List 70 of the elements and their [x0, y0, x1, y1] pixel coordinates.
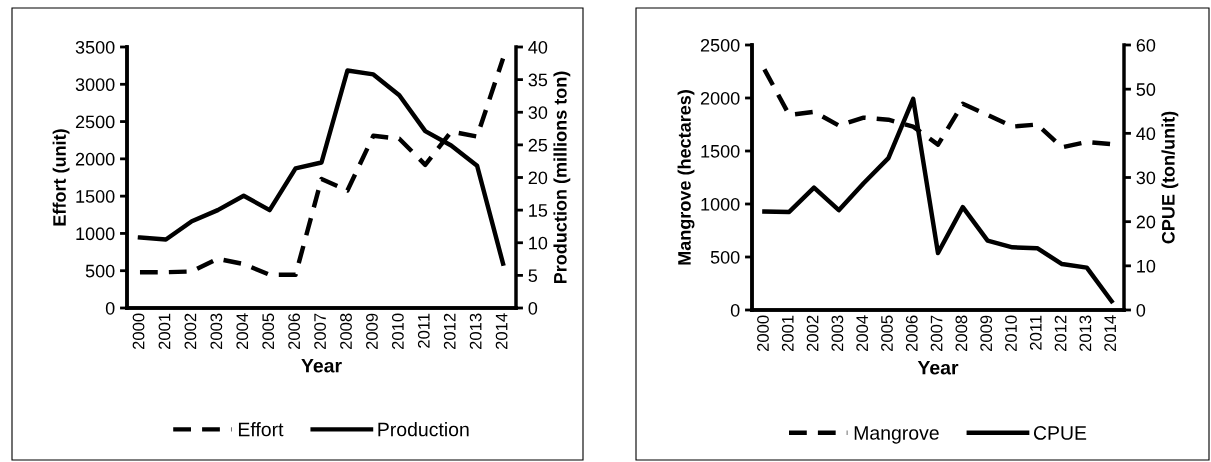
x-tick-label: 2001 [781, 315, 794, 352]
y-tick-label: 500 [710, 250, 740, 264]
y-tick-label: 2000 [75, 152, 115, 166]
y-axis-title: Mangrove (hectares) [677, 90, 695, 265]
y2-tick-label: 20 [1136, 215, 1156, 229]
x-tick-label: 2011 [1029, 315, 1042, 350]
x-tick-label: 2007 [930, 315, 943, 352]
x-tick-label: 2008 [955, 315, 968, 352]
x-tick-label: 2013 [1079, 315, 1092, 352]
x-tick-label: 2002 [806, 315, 819, 352]
legend-label: Production [378, 422, 469, 437]
y-tick-label: 3000 [75, 78, 115, 92]
x-tick-label: 2003 [831, 315, 844, 352]
y-tick-label: 3500 [75, 40, 115, 54]
legend-label: Effort [238, 422, 284, 437]
y-tick-label: 0 [105, 301, 115, 315]
y2-tick-label: 30 [528, 106, 548, 119]
y2-tick-label: 50 [1136, 83, 1156, 96]
x-tick-label: 2003 [210, 313, 223, 350]
y2-tick-label: 35 [528, 73, 548, 87]
y-tick-label: 2500 [75, 115, 115, 129]
x-tick-label: 2010 [1005, 315, 1017, 352]
x-tick-label: 2014 [1104, 315, 1117, 352]
y2-axis-title: Production (millions ton) [553, 71, 571, 284]
y2-tick-label: 40 [528, 40, 548, 54]
x-tick-label: 2000 [132, 313, 145, 350]
y2-tick-label: 30 [1136, 171, 1156, 185]
x-axis-title: Year [917, 360, 959, 375]
x-tick-label: 2009 [366, 313, 378, 350]
x-tick-label: 2012 [1054, 315, 1067, 352]
y-tick-label: 1000 [76, 227, 115, 241]
y2-tick-label: 25 [528, 138, 548, 152]
x-tick-label: 2008 [340, 313, 352, 350]
y-tick-label: 2500 [700, 38, 740, 52]
y2-tick-label: 0 [528, 301, 538, 315]
x-tick-label: 2004 [856, 315, 869, 352]
legend-label: CPUE [1033, 426, 1087, 440]
legend-label: Mangrove [854, 426, 939, 444]
x-tick-label: 2004 [236, 313, 249, 350]
y2-tick-label: 40 [1136, 127, 1156, 141]
x-tick-label: 2002 [184, 313, 197, 350]
x-tick-label: 2000 [757, 315, 769, 352]
y-tick-label: 0 [730, 303, 740, 317]
y-tick-label: 500 [85, 264, 115, 278]
y2-tick-label: 0 [1136, 303, 1146, 317]
x-axis-title: Year [301, 358, 342, 373]
x-tick-label: 2006 [288, 313, 301, 350]
x-tick-label: 2001 [158, 313, 171, 350]
y2-tick-label: 20 [528, 171, 548, 185]
x-tick-label: 2006 [905, 315, 918, 352]
x-tick-label: 2009 [980, 315, 993, 352]
y2-tick-label: 60 [1136, 38, 1156, 52]
y2-tick-label: 10 [1137, 259, 1156, 273]
y-tick-label: 1000 [701, 197, 740, 211]
x-tick-label: 2010 [391, 313, 404, 350]
x-tick-label: 2012 [443, 313, 456, 350]
x-tick-label: 2011 [417, 313, 430, 348]
x-tick-label: 2014 [495, 313, 508, 350]
y2-tick-label: 10 [529, 236, 548, 250]
y-tick-label: 2000 [700, 91, 740, 105]
x-tick-label: 2013 [469, 313, 482, 350]
y-tick-label: 1500 [701, 144, 740, 158]
y2-tick-label: 15 [529, 204, 548, 217]
y-tick-label: 1500 [76, 190, 115, 203]
x-tick-label: 2007 [314, 313, 326, 350]
y-axis-title: Effort (unit) [52, 129, 70, 226]
x-tick-label: 2005 [262, 313, 275, 350]
x-tick-label: 2005 [881, 315, 893, 352]
y2-axis-title: CPUE (ton/unit) [1161, 111, 1179, 244]
y2-tick-label: 5 [528, 269, 538, 283]
